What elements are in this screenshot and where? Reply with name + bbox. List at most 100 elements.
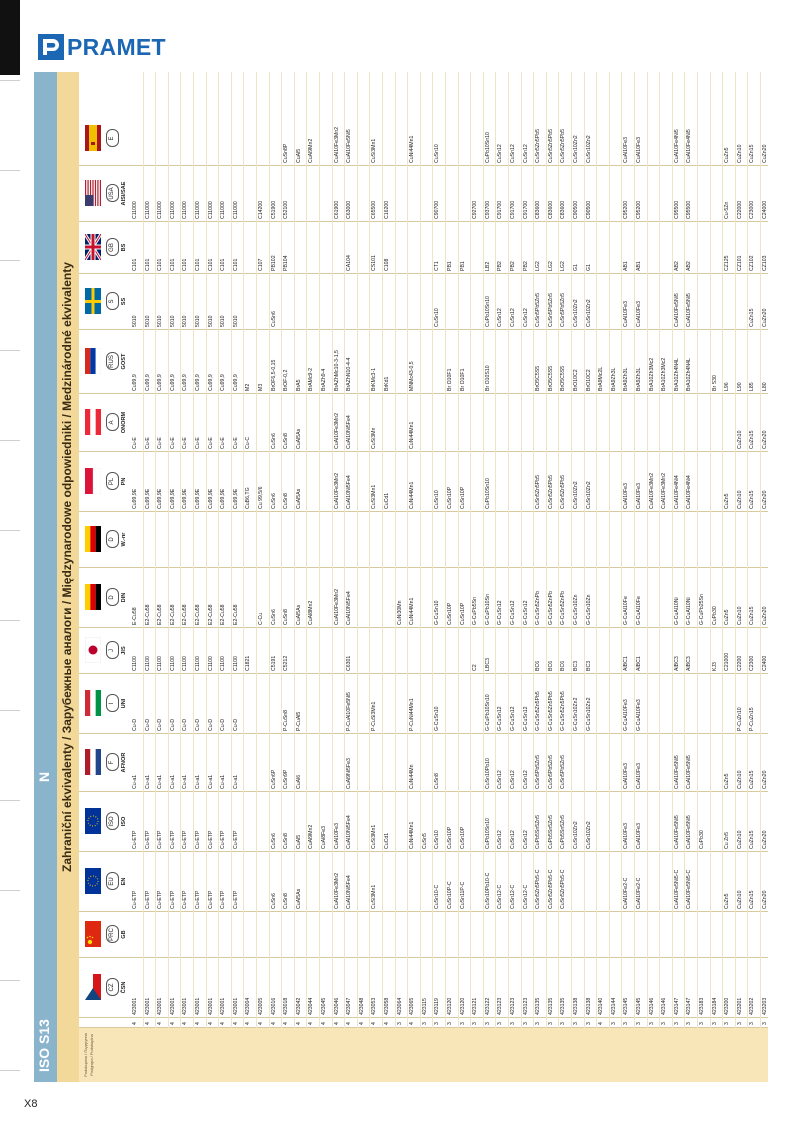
- column-standard-name: ČSN: [121, 981, 127, 994]
- column-standard-name: BS: [121, 243, 127, 252]
- table-cell: MNMc43-0,5: [409, 361, 416, 391]
- table-cell: C65500: [371, 200, 378, 219]
- table-cell: LG2: [535, 261, 542, 271]
- table-cell: Cu-ETP: [157, 830, 164, 849]
- table-cell: P-CuNi44Mn1: [409, 698, 416, 731]
- table-cell: CuSn5Zn5Pb5: [560, 474, 567, 509]
- table-column: GB BS C101 C101 C101 C101 C101 C101 C101 C101 C101…: [79, 222, 768, 274]
- table-cell: BrA9Zh3L: [636, 367, 642, 391]
- table-cell: G-CuAl10Fe: [623, 596, 630, 625]
- table-cell: Cu-E: [169, 437, 176, 449]
- table-cell: [320, 569, 328, 625]
- table-cell: PB102: [270, 255, 277, 271]
- table-cell: CuAl10Ni5Fe4: [346, 415, 353, 449]
- table-cell: 423064: [396, 997, 403, 1015]
- table-cell: E-Cu58: [132, 607, 138, 625]
- table-cell: 4: [321, 1022, 327, 1025]
- table-cell: Cu-ETP: [144, 890, 151, 909]
- table-cell: [698, 395, 706, 449]
- table-cell: [723, 513, 731, 565]
- table-column: USA AISI/SAE C11000 C11000 C11000 C11000 C1100…: [79, 166, 768, 222]
- table-cell: [559, 395, 567, 449]
- table-cell: CuAl10Fe4Ni4: [673, 475, 680, 509]
- table-cell: [610, 453, 618, 509]
- country-code-badge: D: [106, 588, 119, 607]
- table-cell: Cu-ETP: [182, 830, 189, 849]
- table-cell: CuAl10Fe3: [623, 137, 630, 163]
- table-cell: [383, 569, 391, 625]
- table-cell: [610, 513, 618, 565]
- table-cell: [660, 275, 668, 327]
- table-cell: CuSn8: [283, 893, 290, 909]
- table-cell: PB1: [459, 261, 466, 271]
- table-cell: 423123: [510, 997, 516, 1015]
- table-cell: CuAl10Fe5Ni5: [673, 755, 680, 789]
- table-cell: [471, 223, 479, 271]
- table-cell: C61900: [333, 200, 340, 219]
- table-row-line: [382, 72, 383, 1028]
- table-cell: [534, 913, 542, 955]
- table-cell: [181, 113, 189, 163]
- table-column: ISO ISO Cu-ETP Cu-ETP Cu-ETP Cu-ETP Cu-ETP Cu-E…: [79, 792, 768, 852]
- table-cell: L80: [762, 382, 768, 391]
- table-row-line: [155, 72, 157, 1028]
- table-cell: CuSn10: [434, 308, 441, 327]
- table-cell: 423140: [598, 997, 605, 1015]
- table-cell: [282, 275, 290, 327]
- table-cell: [635, 913, 643, 955]
- table-cell: [307, 275, 315, 327]
- table-cell: CuAl10Fe3: [636, 763, 642, 789]
- table-cell: AlBC1: [623, 656, 630, 671]
- table-cell: CuAl10Fe3: [623, 301, 630, 327]
- table-cell: CuZn5: [724, 147, 731, 163]
- table-cell: Cu-D: [232, 718, 239, 731]
- table-cell: CuSn5Zn5Pb5: [547, 474, 554, 509]
- table-cell: 423119: [434, 998, 441, 1015]
- table-row-line: [457, 72, 459, 1028]
- table-row-line: [734, 72, 736, 1028]
- table-cell: C22000: [736, 200, 743, 219]
- table-cell: Cu-E: [232, 437, 239, 449]
- table-cell: [471, 331, 479, 391]
- table-cell: CuSi3Mn: [371, 427, 378, 449]
- table-row-line: [722, 72, 724, 1028]
- table-row-line: [520, 72, 522, 1028]
- table-cell: CuAl10Fe3Mn2: [333, 412, 340, 449]
- table-cell: [320, 395, 328, 449]
- table-cell: [307, 735, 315, 789]
- table-row-line: [445, 72, 446, 1028]
- table-cell: Cu99,9E: [144, 488, 151, 509]
- table-cell: [270, 513, 278, 565]
- table-cell: CuSn12: [522, 144, 529, 163]
- table-cell: [685, 675, 693, 731]
- table-cell: [370, 735, 378, 789]
- table-cell: Cu-ETP: [169, 830, 176, 849]
- table-cell: [698, 223, 706, 271]
- table-cell: G-CuSn10Zn: [573, 594, 579, 625]
- table-cell: [320, 735, 328, 789]
- table-cell: 423200: [724, 997, 731, 1015]
- table-cell: [320, 223, 328, 271]
- table-cell: 423135: [547, 997, 554, 1015]
- table-cell: [244, 675, 252, 731]
- table-cell: Cu-5Zn: [724, 201, 731, 219]
- table-cell: [446, 735, 454, 789]
- table-cell: CuSn8P: [283, 143, 290, 163]
- table-cell: CuPb10Sn10: [484, 296, 491, 327]
- table-cell: [547, 913, 555, 955]
- table-cell: [396, 395, 404, 449]
- table-cell: [648, 913, 656, 955]
- table-cell: C5212: [283, 655, 290, 671]
- table-cell: C83600: [547, 200, 554, 219]
- table-row-line: [470, 72, 472, 1028]
- table-cell: G-CuPb5Sn: [472, 597, 479, 625]
- table-row-line: [167, 72, 169, 1028]
- table-cell: Cu-a1: [195, 774, 201, 789]
- subgroup-column-header: [79, 1028, 768, 1082]
- table-cell: [610, 913, 618, 955]
- flag-cz-icon: [85, 974, 101, 1001]
- table-cell: CuNi44Mn1: [409, 821, 416, 849]
- table-cell: CuSn5Zn5Pb5: [560, 128, 567, 163]
- table-cell: G-CuPb25Sn: [699, 594, 705, 625]
- table-cell: 3: [699, 1022, 705, 1025]
